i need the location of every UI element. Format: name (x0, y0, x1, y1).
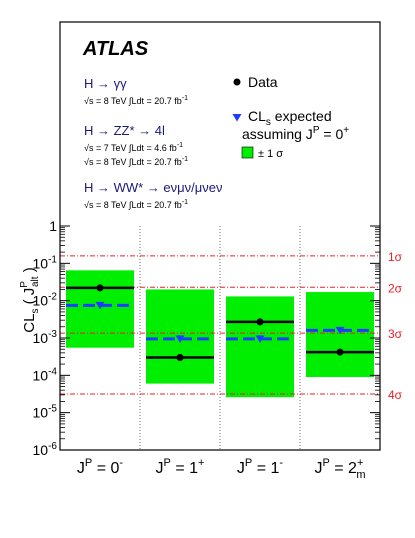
legend-exp2-rest: = 0 (319, 126, 343, 142)
channel-0-exp-0: -1 (182, 95, 188, 102)
channel-0-text-0: √s = 8 TeV ∫Ldt = 20.7 fb (84, 96, 182, 106)
expected-marker-0 (95, 301, 105, 310)
channel-1-line-1: √s = 8 TeV ∫Ldt = 20.7 fb-1 (84, 156, 188, 167)
x-cat-sup-2: P (245, 457, 252, 469)
channel-title-0: H → γγ (84, 76, 127, 91)
data-marker-1 (176, 354, 184, 362)
y-tick-base-4: 10 (33, 293, 49, 309)
marker-layer (95, 78, 345, 362)
data-marker-0 (96, 284, 104, 292)
sigma-band-3 (306, 292, 374, 378)
y-tick-base-1: 10 (33, 405, 49, 421)
y-tick-label-1: 10-5 (33, 404, 58, 421)
legend-data-marker (233, 78, 241, 86)
legend-exp2-main: assuming J (242, 126, 313, 142)
x-cat-base-2: J (237, 460, 245, 477)
y-tick-label-0: 10-6 (33, 441, 58, 458)
channel-1-exp-1: -1 (182, 156, 188, 163)
x-cat-eq-2: = 1 (252, 460, 279, 477)
data-marker-3 (336, 348, 344, 356)
y-axis-label-subalt: alt (30, 276, 41, 287)
plot-frame (59, 21, 381, 451)
sigma-label-2: 3σ (388, 327, 403, 341)
data-marker-2 (256, 318, 264, 326)
x-cat-eq-0: = 0 (92, 460, 119, 477)
y-tick-base-0: 10 (33, 442, 49, 458)
x-cat-sup-0: P (85, 457, 92, 469)
axis-layer (59, 21, 381, 451)
y-tick-exp-0: -6 (48, 441, 57, 452)
sigma-label-3: 4σ (388, 388, 403, 402)
sigma-label-0: 1σ (388, 250, 403, 264)
y-tick-exp-5: -1 (48, 254, 57, 265)
x-category-label-3: JP = 2+ m (314, 457, 365, 481)
channel-1-exp-0: -1 (177, 142, 183, 149)
legend-expected-line1: CLs expected (248, 108, 332, 128)
y-tick-label-4: 10-2 (33, 292, 58, 309)
channel-1-text-0: √s = 7 TeV ∫Ldt = 4.6 fb (84, 143, 177, 153)
legend-exp2-sup2: + (343, 125, 349, 136)
channel-0-line-0: √s = 8 TeV ∫Ldt = 20.7 fb-1 (84, 95, 188, 106)
channel-title-1: H → ZZ* → 4l (84, 123, 165, 138)
expected-marker-3 (335, 326, 345, 335)
legend-exp-main: CL (248, 108, 266, 124)
y-tick-exp-3: -3 (48, 329, 57, 340)
y-tick-label-5: 10-1 (33, 254, 58, 271)
legend-exp2-sup: P (313, 125, 320, 136)
y-tick-base-2: 10 (33, 367, 49, 383)
expected-marker-2 (255, 335, 265, 343)
channel-2-exp-0: -1 (182, 199, 188, 206)
x-cat-base-0: J (77, 460, 85, 477)
y-axis-label-sub: s (30, 309, 41, 314)
x-cat-sup-3: P (322, 457, 329, 469)
x-cat-sup-1: P (164, 457, 171, 469)
y-tick-base-3: 10 (33, 330, 49, 346)
y-axis-label-sup: P (19, 281, 30, 288)
experiment-label: ATLAS (82, 38, 149, 60)
legend-exp-sub: s (266, 117, 271, 128)
y-axis-label-paren: ( J (21, 288, 38, 309)
y-tick-label-6: 1 (49, 218, 57, 234)
legend-band-swatch (241, 146, 254, 159)
x-cat-sup2-2: - (279, 457, 283, 469)
legend-expected-line2: assuming JP = 0+ (242, 125, 349, 142)
legend-expected-marker (232, 114, 242, 122)
sigma-band-2 (226, 296, 294, 398)
line-layer (60, 226, 380, 450)
y-axis-label: CLs ( JPalt ) (19, 267, 41, 332)
y-axis-label-main: CL (21, 314, 38, 333)
x-category-label-2: JP = 1- (237, 457, 283, 477)
legend-exp-rest: expected (271, 108, 332, 124)
y-tick-exp-1: -5 (48, 404, 57, 415)
channel-1-text-1: √s = 8 TeV ∫Ldt = 20.7 fb (84, 157, 182, 167)
x-cat-eq-1: = 1 (171, 460, 198, 477)
channel-2-line-0: √s = 8 TeV ∫Ldt = 20.7 fb-1 (84, 199, 188, 210)
x-cat-sup2-3: + (357, 457, 363, 469)
legend-band-label: ± 1 σ (258, 148, 283, 160)
y-tick-base-5: 10 (33, 255, 49, 271)
y-tick-exp-2: -4 (48, 366, 57, 377)
y-tick-label-3: 10-3 (33, 329, 58, 346)
x-cat-eq-3: = 2 (330, 460, 357, 477)
channel-title-2: H → WW* → eνμν/μνeν (84, 180, 223, 195)
x-cat-base-3: J (314, 460, 322, 477)
sigma-label-1: 2σ (388, 281, 403, 295)
y-tick-exp-4: -2 (48, 292, 57, 303)
y-tick-label-2: 10-4 (33, 366, 58, 383)
y-axis-label-close: ) (21, 267, 38, 276)
legend-data-label: Data (248, 74, 278, 90)
expected-marker-1 (175, 335, 185, 343)
channel-1-line-0: √s = 7 TeV ∫Ldt = 4.6 fb-1 (84, 142, 183, 153)
x-cat-sup2-0: - (119, 457, 123, 469)
y-tick-base-6: 1 (49, 218, 57, 234)
x-category-label-1: JP = 1+ (156, 457, 205, 477)
channel-2-text-0: √s = 8 TeV ∫Ldt = 20.7 fb (84, 200, 182, 210)
x-category-label-0: JP = 0- (77, 457, 123, 477)
x-cat-sub2-3: m (356, 469, 365, 481)
x-cat-base-1: J (156, 460, 164, 477)
x-cat-sup2-1: + (198, 457, 204, 469)
